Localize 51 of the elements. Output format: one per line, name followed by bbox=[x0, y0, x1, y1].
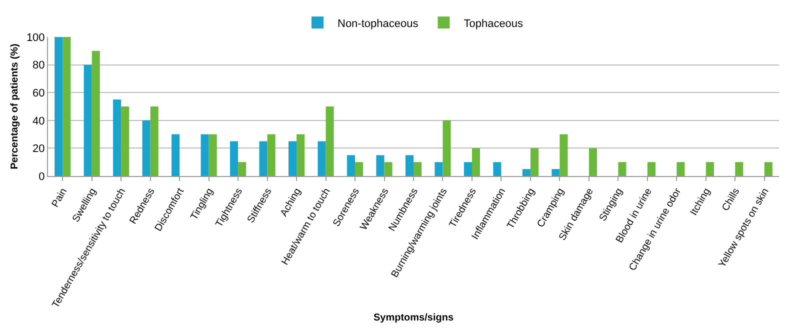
bar bbox=[384, 162, 392, 176]
legend-label: Non-tophaceous bbox=[338, 18, 419, 30]
bar bbox=[54, 37, 63, 176]
bar bbox=[121, 106, 130, 176]
bar bbox=[259, 141, 268, 176]
bar bbox=[560, 134, 568, 176]
bar bbox=[84, 64, 92, 176]
bar bbox=[200, 134, 209, 176]
bar bbox=[172, 134, 180, 176]
bar bbox=[735, 162, 744, 176]
bar bbox=[150, 106, 158, 176]
bar bbox=[355, 162, 364, 176]
bar bbox=[552, 169, 560, 176]
bar bbox=[434, 162, 443, 176]
bar bbox=[676, 162, 685, 176]
bar bbox=[326, 106, 334, 176]
bar bbox=[618, 162, 626, 176]
bar bbox=[405, 155, 414, 176]
bar bbox=[230, 141, 238, 176]
bar bbox=[376, 155, 384, 176]
bar bbox=[414, 162, 422, 176]
bar bbox=[472, 148, 480, 176]
bar bbox=[493, 162, 502, 176]
legend-label: Tophaceous bbox=[464, 18, 524, 30]
x-axis-title: Symptoms/signs bbox=[373, 312, 454, 324]
bar bbox=[267, 134, 276, 176]
y-tick-label: 80 bbox=[32, 60, 45, 72]
bar bbox=[647, 162, 656, 176]
y-tick-label: 40 bbox=[32, 115, 45, 128]
bar bbox=[346, 155, 356, 176]
bar bbox=[442, 120, 451, 176]
y-tick-label: 100 bbox=[26, 32, 45, 44]
y-tick-label: 0 bbox=[38, 170, 45, 183]
bar bbox=[764, 162, 772, 176]
bar bbox=[522, 169, 530, 176]
bar bbox=[588, 148, 597, 176]
bar bbox=[113, 100, 122, 176]
bar bbox=[464, 162, 472, 176]
bar bbox=[208, 134, 217, 176]
bar bbox=[706, 162, 714, 176]
bar bbox=[530, 148, 538, 176]
bar bbox=[318, 141, 326, 176]
bar bbox=[296, 134, 305, 176]
bar bbox=[92, 50, 100, 176]
bar bbox=[62, 37, 71, 176]
bar bbox=[142, 120, 150, 176]
bar bbox=[288, 141, 297, 176]
bar bbox=[238, 162, 246, 176]
y-axis-title: Percentage of patients (%) bbox=[9, 44, 20, 170]
y-tick-label: 60 bbox=[32, 87, 45, 100]
y-tick-label: 20 bbox=[32, 143, 45, 156]
